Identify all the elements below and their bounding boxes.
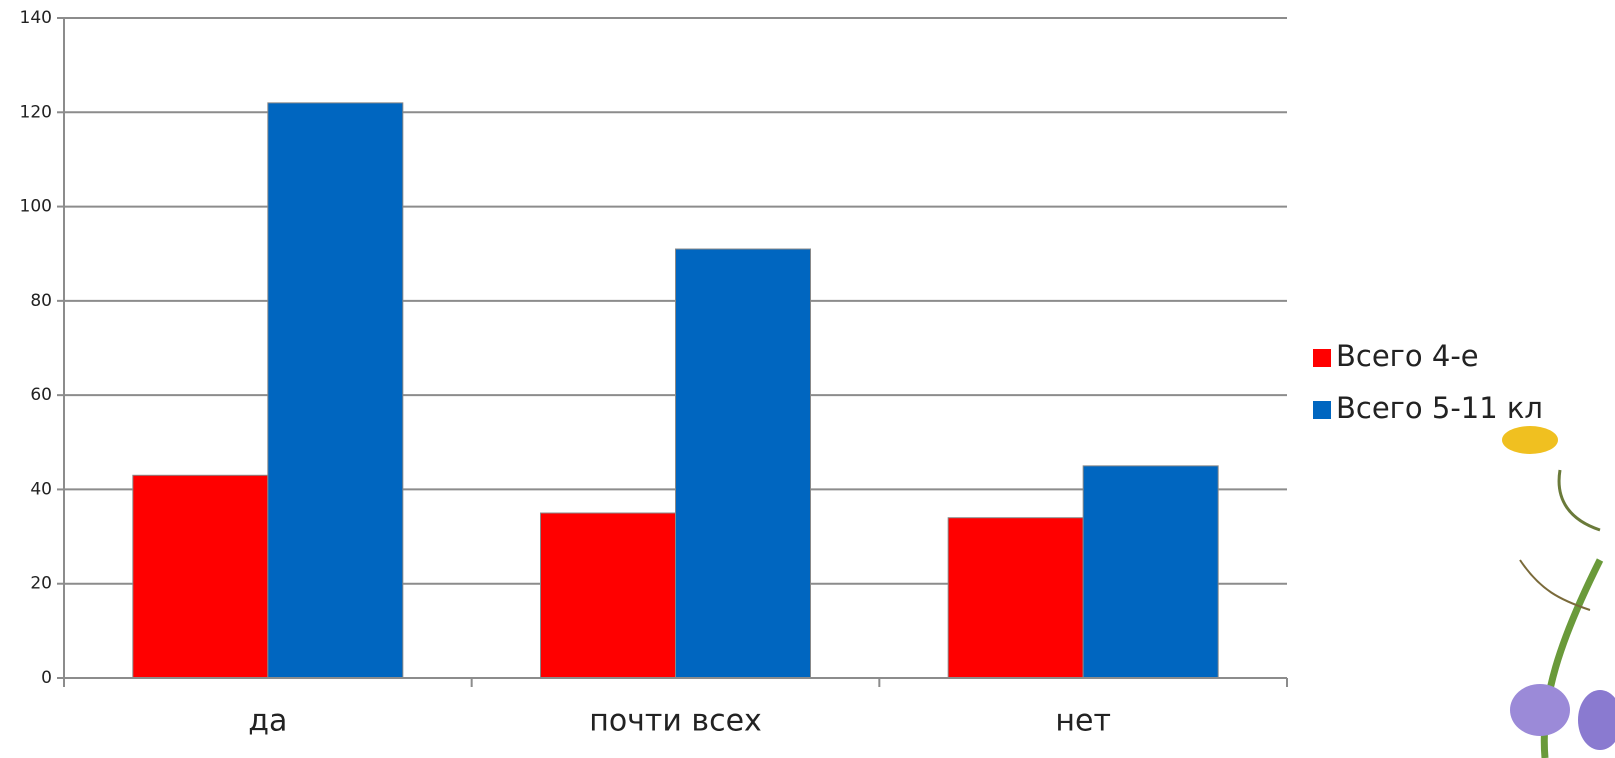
y-tick-label: 0 [41, 668, 52, 688]
bar [132, 474, 269, 679]
flower-decoration [1502, 426, 1615, 758]
y-tick-label: 140 [20, 8, 52, 28]
legend-label: Всего 5-11 кл [1336, 391, 1543, 425]
legend-label: Всего 4-е [1336, 339, 1479, 373]
bar [675, 248, 811, 679]
y-tick-label: 60 [30, 385, 52, 405]
x-tick-label: почти всех [589, 704, 762, 739]
bar [947, 517, 1084, 679]
y-tick-label: 120 [20, 102, 52, 122]
x-tick-label: да [248, 704, 287, 739]
bar [267, 102, 404, 679]
y-tick-label: 80 [30, 291, 52, 311]
y-tick-label: 100 [20, 197, 52, 217]
legend-swatch [1313, 349, 1331, 367]
legend-swatch [1313, 401, 1331, 419]
bar [540, 512, 676, 679]
y-tick-label: 40 [30, 479, 52, 499]
x-tick-label: нет [1055, 704, 1111, 739]
bar [1082, 465, 1219, 679]
y-tick-label: 20 [30, 574, 52, 594]
